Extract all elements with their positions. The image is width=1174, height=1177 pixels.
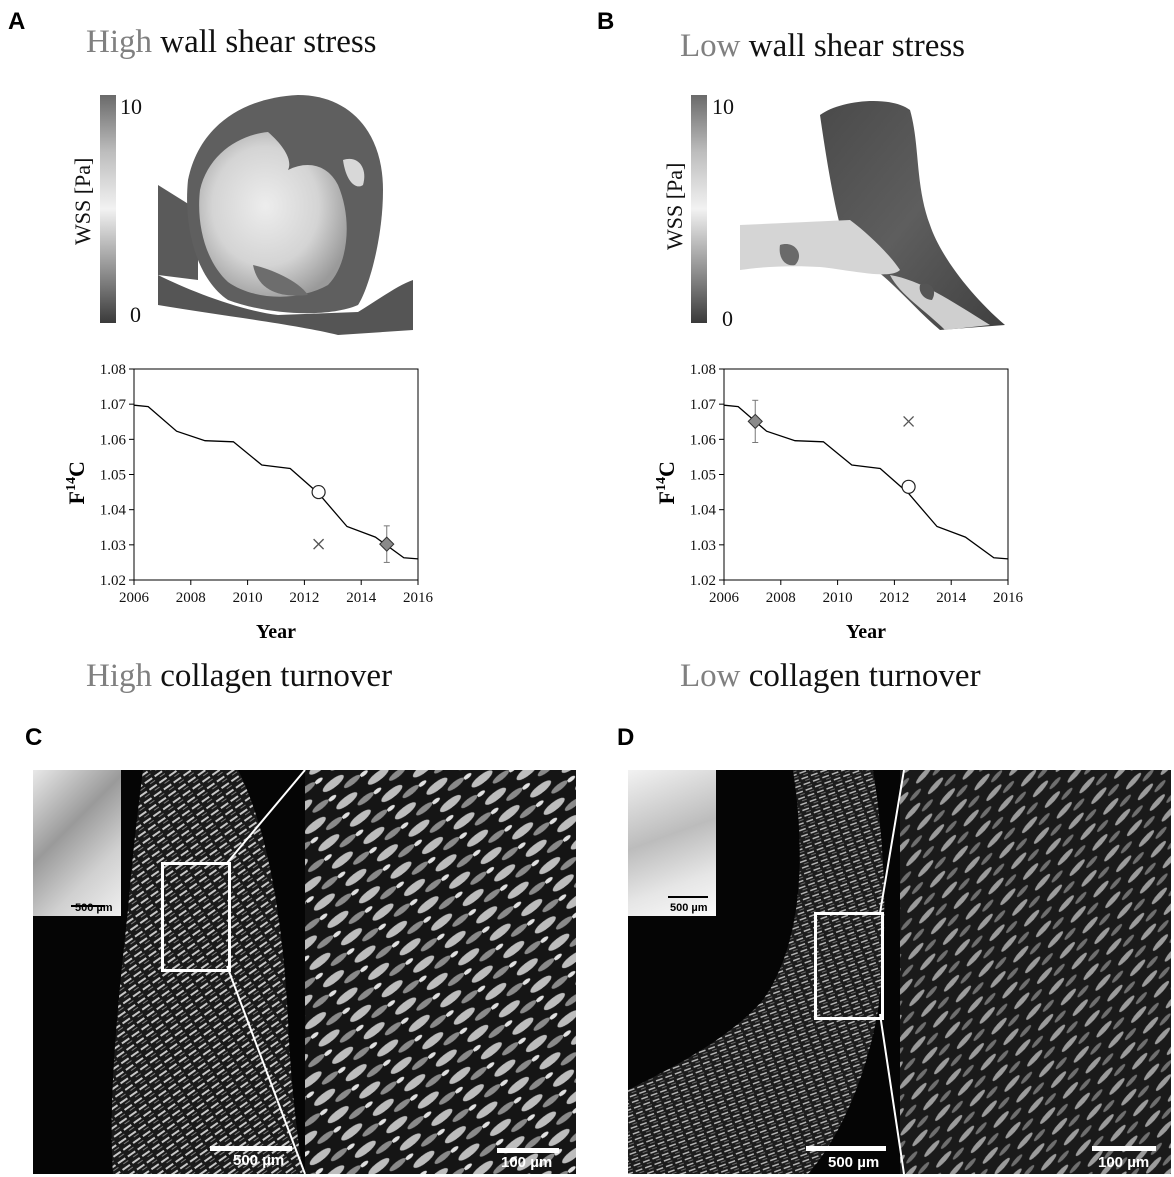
micrograph-c-overview: 500 µm 500 µm — [33, 770, 305, 1174]
scale-label-c: 500 µm — [233, 1152, 285, 1169]
y-tick-label: 1.04 — [690, 503, 717, 519]
colorbar-min-a: 0 — [130, 302, 141, 327]
panel-letter-a: A — [8, 8, 26, 35]
x-tick-label: 2008 — [176, 590, 206, 606]
tissue-section-d — [628, 770, 885, 1174]
bomb-curve-line — [133, 404, 419, 560]
x-tick-label: 2012 — [289, 590, 319, 606]
plot-frame — [723, 368, 1009, 581]
heading-highlight: High — [86, 24, 152, 60]
cross-marker — [313, 538, 325, 550]
y-tick-label: 1.03 — [690, 538, 716, 554]
y-tick-label: 1.07 — [100, 397, 127, 413]
circle-marker — [311, 484, 326, 500]
brightfield-inset-d: 500 µm — [628, 770, 716, 916]
y-tick-label: 1.08 — [690, 362, 716, 378]
diamond-marker — [379, 536, 395, 552]
y-axis-label: F14C — [64, 461, 89, 504]
heading-rest: wall shear stress — [152, 24, 377, 60]
x-tick-label: 2010 — [823, 590, 853, 606]
zoom-region-box-c — [161, 862, 231, 972]
x-axis-label: Year — [846, 621, 886, 643]
bomb-curve-chart-a: 1.02 1.03 1.04 1.05 1.06 1.07 1.08 2006 2008 2010… — [64, 362, 434, 643]
diamond-marker — [747, 413, 763, 430]
micrograph-d-zoom: 100 µm — [900, 770, 1171, 1174]
inset-scale-label-d: 500 µm — [670, 902, 708, 914]
colorbar-max-b: 10 — [712, 94, 734, 119]
bomb-curve-line — [723, 404, 1009, 560]
heading-a-wss: High wall shear stress — [86, 24, 377, 61]
x-tick-label: 2014 — [936, 590, 967, 606]
x-tick-label: 2010 — [233, 590, 263, 606]
zoom-connector-lines-d — [879, 770, 905, 1174]
heading-rest: collagen turnover — [740, 658, 981, 694]
micrograph-c-zoom: 100 µm — [305, 770, 576, 1174]
heading-highlight: Low — [680, 28, 741, 64]
heading-rest: collagen turnover — [152, 658, 393, 694]
cross-marker — [903, 415, 915, 427]
zoom-scale-bar-d — [1092, 1146, 1156, 1151]
zoom-connector-lines-c — [226, 770, 306, 1174]
zoom-scale-bar-c — [497, 1148, 559, 1153]
colorbar-a — [100, 95, 116, 323]
y-tick-label: 1.05 — [690, 468, 716, 484]
heading-rest: wall shear stress — [740, 28, 966, 64]
inset-scale-bar — [668, 896, 708, 898]
panel-letter-c: C — [25, 724, 43, 751]
scale-label-d: 500 µm — [828, 1154, 880, 1171]
colorbar-min-b: 0 — [722, 306, 733, 331]
y-tick-label: 1.05 — [100, 468, 126, 484]
y-tick-label: 1.06 — [100, 432, 127, 448]
y-tick-label: 1.08 — [100, 362, 126, 378]
micrograph-d-overview: 500 µm 500 µm — [628, 770, 900, 1174]
heading-highlight: High — [86, 658, 152, 694]
x-tick-label: 2014 — [346, 590, 377, 606]
fiber-texture-c — [305, 770, 576, 1174]
aneurysm-render-b — [740, 100, 1005, 331]
panel-letter-b: B — [597, 8, 615, 35]
brightfield-inset-c: 500 µm — [33, 770, 121, 916]
panel-letter-d: D — [617, 724, 635, 751]
scale-bar-c — [210, 1146, 292, 1151]
colorbar-max-a: 10 — [120, 94, 142, 119]
scale-bar-d — [806, 1146, 886, 1151]
zoom-scale-label-c: 100 µm — [501, 1154, 553, 1171]
y-tick-label: 1.03 — [100, 538, 126, 554]
y-axis-label: F14C — [654, 461, 679, 504]
colorbar-label-a: WSS [Pa] — [70, 157, 95, 245]
heading-a-collagen: High collagen turnover — [86, 658, 392, 695]
colorbar-label-b: WSS [Pa] — [662, 162, 687, 250]
x-axis-label: Year — [256, 621, 296, 643]
colorbar-b — [691, 95, 707, 323]
y-tick-label: 1.02 — [690, 573, 716, 589]
x-tick-label: 2006 — [119, 590, 150, 606]
tissue-section-c — [111, 770, 303, 1174]
x-tick-label: 2008 — [766, 590, 796, 606]
circle-marker — [901, 479, 916, 494]
x-tick-label: 2016 — [403, 590, 434, 606]
y-tick-label: 1.06 — [690, 432, 717, 448]
zoom-scale-label-d: 100 µm — [1098, 1154, 1150, 1171]
aneurysm-render-a — [158, 95, 413, 335]
x-tick-label: 2012 — [879, 590, 909, 606]
heading-b-wss: Low wall shear stress — [680, 28, 965, 65]
fiber-texture-d — [900, 770, 1171, 1174]
y-tick-label: 1.02 — [100, 573, 126, 589]
x-tick-label: 2006 — [709, 590, 740, 606]
inset-scale-label-c: 500 µm — [75, 902, 113, 914]
heading-b-collagen: Low collagen turnover — [680, 658, 981, 695]
y-tick-label: 1.04 — [100, 503, 127, 519]
zoom-region-box-d — [814, 912, 884, 1020]
inset-scale-bar — [71, 905, 105, 907]
y-tick-label: 1.07 — [690, 397, 717, 413]
plot-frame — [133, 368, 419, 581]
x-tick-label: 2016 — [993, 590, 1024, 606]
bomb-curve-chart-b: 1.02 1.03 1.04 1.05 1.06 1.07 1.08 2006 2008 2010… — [654, 362, 1024, 643]
heading-highlight: Low — [680, 658, 741, 694]
